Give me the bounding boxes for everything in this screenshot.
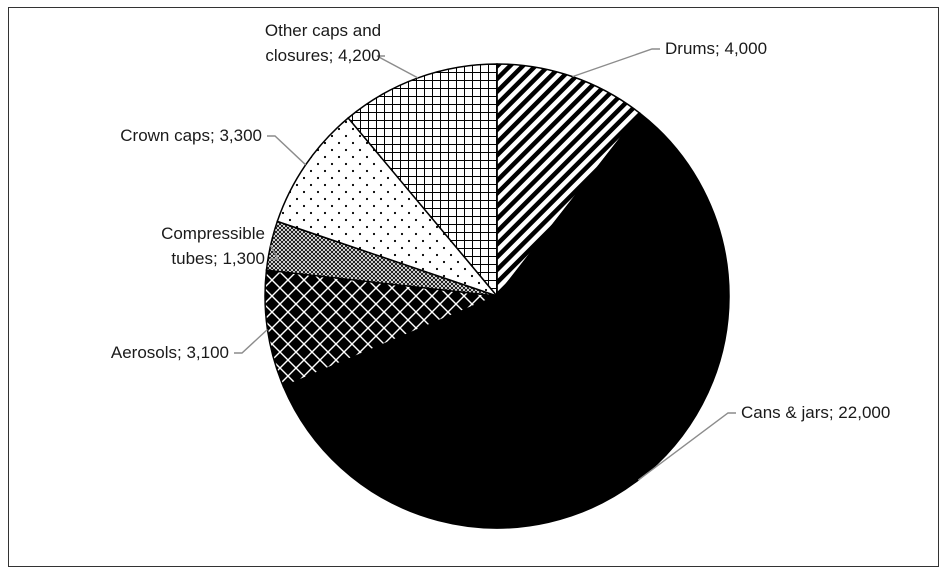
leader-line (269, 245, 280, 260)
leader-line (572, 48, 660, 78)
slice-label: Other caps and closures; 4,200 (265, 21, 381, 65)
leader-line (637, 412, 736, 481)
slice-label: Aerosols; 3,100 (111, 343, 229, 362)
pie-slice-aerosols (264, 269, 500, 388)
leader-line (267, 135, 307, 166)
pie-slice-cans-jars (282, 112, 730, 529)
pie-chart: Drums; 4,000 Cans & jars; 22,000 Aerosols;… (111, 21, 890, 529)
pie-slice-other-caps-and-closures (347, 63, 498, 299)
slice-label: Compressible tubes; 1,300 (161, 224, 265, 268)
pie-slice-drums (496, 63, 641, 299)
leader-line (234, 329, 268, 354)
leader-line (376, 55, 419, 79)
slice-label: Cans & jars; 22,000 (741, 403, 890, 422)
slice-label: Crown caps; 3,300 (120, 126, 262, 145)
slice-label: Drums; 4,000 (665, 39, 767, 58)
